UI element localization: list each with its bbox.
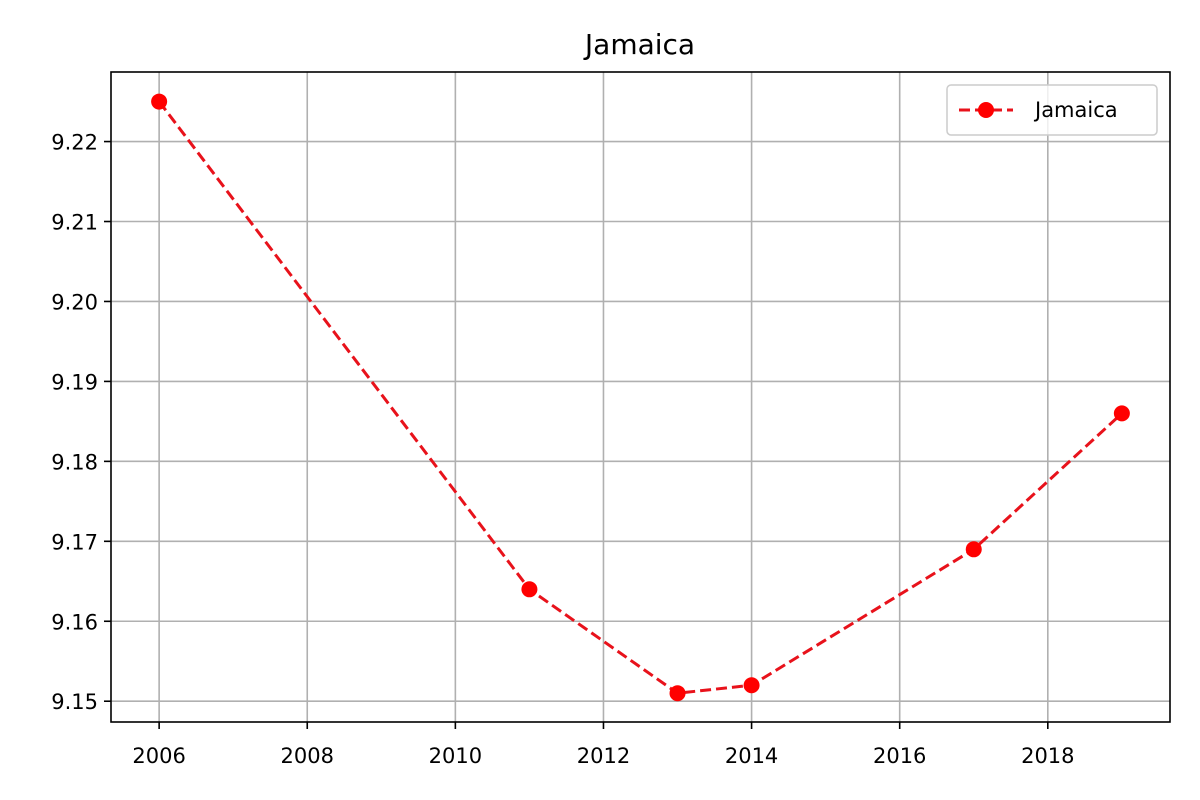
x-tick-label: 2014: [725, 744, 778, 768]
grid: [111, 72, 1170, 722]
series-layer: [151, 93, 1130, 702]
legend-marker: [978, 102, 994, 118]
data-point: [151, 93, 168, 110]
y-tick-label: 9.20: [51, 290, 98, 314]
x-tick-label: 2018: [1021, 744, 1074, 768]
x-axis: 2006 2008 2010 2012 2014 2016 2018: [132, 722, 1075, 768]
y-tick-label: 9.15: [51, 690, 98, 714]
y-tick-label: 9.16: [51, 610, 98, 634]
y-tick-label: 9.22: [51, 131, 98, 155]
x-tick-label: 2006: [132, 744, 185, 768]
data-point: [521, 581, 538, 598]
data-point: [669, 685, 686, 702]
y-axis: 9.15 9.16 9.17 9.18 9.19 9.20 9.21 9.22: [51, 131, 111, 714]
y-tick-label: 9.17: [51, 530, 98, 554]
x-tick-label: 2016: [873, 744, 926, 768]
y-tick-label: 9.21: [51, 211, 98, 235]
data-point: [1113, 405, 1130, 422]
legend: Jamaica: [946, 84, 1158, 136]
y-tick-label: 9.18: [51, 450, 98, 474]
y-tick-label: 9.19: [51, 370, 98, 394]
data-point: [965, 541, 982, 558]
x-tick-label: 2008: [281, 744, 334, 768]
plot-area: [110, 71, 1171, 723]
chart-title: Jamaica: [583, 28, 695, 61]
series-line: [157, 100, 1123, 695]
legend-box: [946, 84, 1158, 136]
legend-label: Jamaica: [1033, 98, 1118, 122]
x-tick-label: 2010: [429, 744, 482, 768]
data-point: [743, 677, 760, 694]
x-tick-label: 2012: [577, 744, 630, 768]
